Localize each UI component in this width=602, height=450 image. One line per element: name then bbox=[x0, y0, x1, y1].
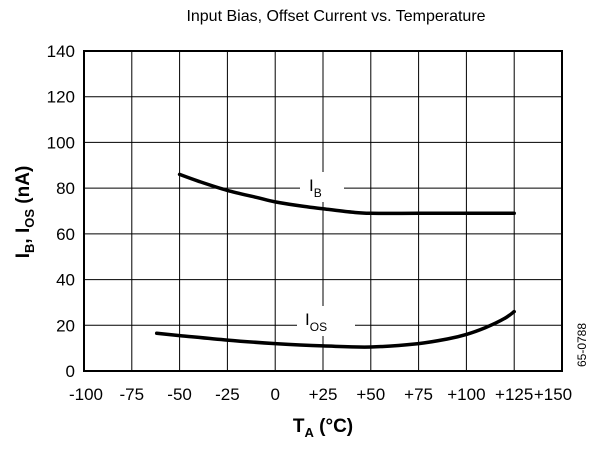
x-tick-label-9: +125 bbox=[495, 385, 533, 404]
y-tick-label-7: 140 bbox=[47, 42, 75, 61]
x-tick-label-2: -50 bbox=[167, 385, 192, 404]
x-tick-label-6: +50 bbox=[356, 385, 385, 404]
y-tick-label-5: 100 bbox=[47, 133, 75, 152]
x-tick-labels: -100 -75 -50 -25 0 +25 +50 +75 +100 +125 +150 bbox=[69, 385, 572, 404]
y-tick-label-6: 120 bbox=[47, 88, 75, 107]
x-tick-label-0: -100 bbox=[69, 385, 103, 404]
series-label-ios: IOS bbox=[297, 306, 355, 336]
x-tick-label-1: -75 bbox=[120, 385, 145, 404]
y-axis-title: IB, IOS (nA) bbox=[13, 166, 37, 259]
y-tick-label-4: 80 bbox=[56, 179, 75, 198]
x-tick-label-5: +25 bbox=[309, 385, 338, 404]
series-label-ib: IB bbox=[300, 172, 344, 202]
chart-title: Input Bias, Offset Current vs. Temperatu… bbox=[186, 8, 485, 25]
series-label-ios-sub: OS bbox=[310, 320, 327, 334]
svg-text:IB: IB bbox=[309, 176, 322, 200]
x-tick-label-7: +75 bbox=[404, 385, 433, 404]
y-tick-label-1: 20 bbox=[56, 316, 75, 335]
series-lines bbox=[154, 172, 516, 349]
plot-frame bbox=[83, 50, 563, 372]
series-line-ios bbox=[154, 309, 516, 349]
series-label-ib-main: I bbox=[309, 176, 314, 195]
x-tick-label-10: +150 bbox=[534, 385, 572, 404]
svg-text:IOS: IOS bbox=[305, 310, 327, 334]
y-tick-label-3: 60 bbox=[56, 225, 75, 244]
series-label-ios-main: I bbox=[305, 310, 310, 329]
y-tick-label-2: 40 bbox=[56, 271, 75, 290]
x-axis-title: TA (°C) bbox=[293, 416, 353, 440]
x-tick-label-4: 0 bbox=[270, 385, 279, 404]
x-tick-label-8: +100 bbox=[447, 385, 485, 404]
x-tick-label-3: -25 bbox=[215, 385, 240, 404]
series-label-ib-sub: B bbox=[314, 186, 322, 200]
y-tick-label-0: 0 bbox=[66, 362, 75, 381]
series-line-ib bbox=[177, 172, 516, 216]
y-tick-labels: 0 20 40 60 80 100 120 140 bbox=[47, 42, 75, 381]
figure-code: 65-0788 bbox=[575, 323, 589, 367]
